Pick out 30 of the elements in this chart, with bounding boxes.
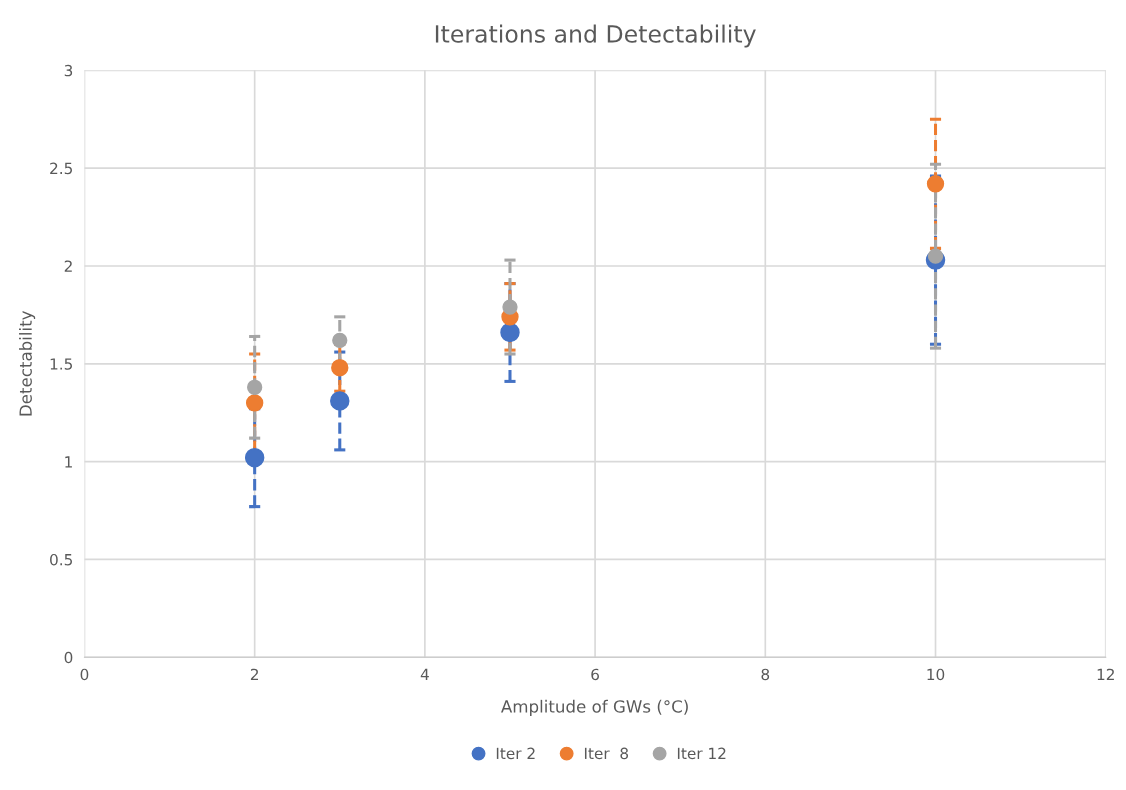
x-tick-label: 8	[761, 668, 770, 681]
y-tick-label: 1.5	[50, 358, 73, 370]
legend-label: Iter 8	[584, 747, 629, 760]
legend-label: Iter 12	[677, 747, 726, 760]
point	[330, 391, 350, 411]
point	[927, 248, 944, 264]
y-tick-label: 1	[65, 456, 72, 468]
point	[926, 175, 945, 193]
y-tick-label: 0.5	[50, 553, 73, 566]
y-tick-label: 0	[64, 651, 73, 664]
y-tick-label: 2.5	[50, 162, 73, 175]
y-axis-title: Detectability	[19, 310, 36, 416]
y-tick-label: 3	[64, 64, 73, 77]
point	[502, 299, 518, 315]
y-tick-label: 2	[64, 260, 72, 272]
x-tick-label: 6	[591, 668, 599, 681]
legend-label: Iter 2	[496, 747, 535, 760]
point	[500, 322, 520, 343]
x-tick-label: 10	[927, 668, 945, 681]
x-tick-label: 12	[1097, 668, 1114, 680]
point	[247, 379, 263, 395]
x-tick-label: 2	[250, 668, 258, 680]
chart-title: Iterations and Detectability	[435, 24, 756, 48]
x-axis-title: Amplitude of GWs (°C)	[501, 699, 688, 716]
point	[332, 332, 348, 348]
x-tick-label: 4	[420, 668, 429, 680]
x-tick-label: 0	[80, 668, 89, 681]
point	[331, 359, 349, 377]
point	[244, 447, 265, 468]
point	[245, 394, 264, 412]
